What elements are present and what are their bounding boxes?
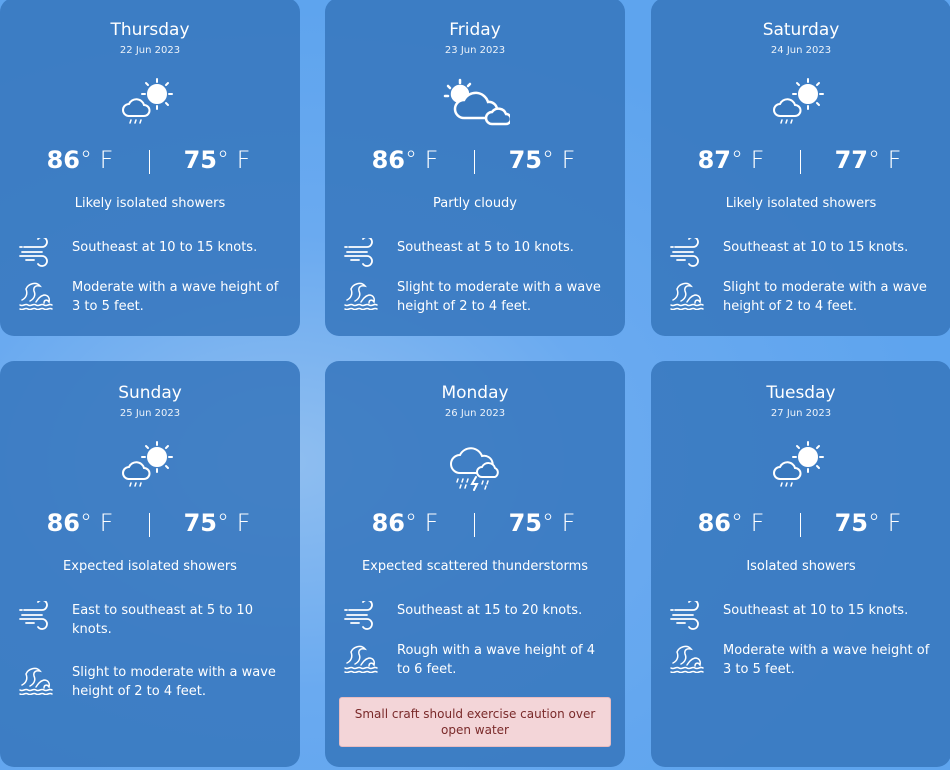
waves-text: Slight to moderate with a wave height of… xyxy=(397,280,601,314)
waves-text: Moderate with a wave height of 3 to 5 fe… xyxy=(72,280,279,314)
day-name: Friday xyxy=(449,20,501,40)
wind-text: Southeast at 10 to 15 knots. xyxy=(723,603,909,618)
waves-row: Moderate with a wave height of 3 to 5 fe… xyxy=(669,641,937,679)
forecast-card-thursday: Thursday 22 Jun 2023 86° F 75° F Likely … xyxy=(0,0,300,336)
wind-row: Southeast at 10 to 15 knots. xyxy=(669,238,937,270)
low-temp: 75° F xyxy=(508,146,576,174)
forecast-card-tuesday: Tuesday 27 Jun 2023 86° F 75° F Isolated… xyxy=(651,361,950,767)
wind-icon xyxy=(670,601,699,630)
forecast-card-saturday: Saturday 24 Jun 2023 87° F 77° F Likely … xyxy=(651,0,950,336)
forecast-card-monday: Monday 26 Jun 2023 86° F 75° F Expected … xyxy=(325,361,625,767)
wind-text: Southeast at 10 to 15 knots. xyxy=(723,240,909,255)
low-temp: 77° F xyxy=(834,146,902,174)
waves-icon xyxy=(670,645,704,673)
waves-text: Rough with a wave height of 4 to 6 feet. xyxy=(397,643,596,677)
high-temp: 87° F xyxy=(697,146,765,174)
conditions: Partly cloudy xyxy=(433,196,517,211)
day-name: Saturday xyxy=(762,20,840,40)
wind-text: Southeast at 10 to 15 knots. xyxy=(72,240,258,255)
high-temp: 86° F xyxy=(46,509,114,537)
date: 23 Jun 2023 xyxy=(444,45,506,56)
partly-cloudy-icon xyxy=(443,78,510,126)
waves-row: Moderate with a wave height of 3 to 5 fe… xyxy=(18,278,286,316)
waves-icon xyxy=(670,282,704,310)
high-temp: 86° F xyxy=(371,509,439,537)
date: 25 Jun 2023 xyxy=(119,408,181,419)
day-name: Tuesday xyxy=(766,383,836,403)
wind-row: East to southeast at 5 to 10 knots. xyxy=(18,601,286,639)
wind-icon xyxy=(344,601,373,630)
conditions: Likely isolated showers xyxy=(725,196,877,211)
temp-divider xyxy=(474,150,475,174)
sun-cloud-rain-icon xyxy=(773,78,824,124)
sun-cloud-rain-icon xyxy=(122,78,173,124)
low-temp: 75° F xyxy=(834,509,902,537)
forecast-card-friday: Friday 23 Jun 2023 86° F 75° F Partly cl… xyxy=(325,0,625,336)
temperatures: 86° F 75° F xyxy=(325,509,625,539)
date: 27 Jun 2023 xyxy=(770,408,832,419)
wind-icon xyxy=(670,238,699,267)
temp-divider xyxy=(149,150,150,174)
wind-row: Southeast at 5 to 10 knots. xyxy=(343,238,611,270)
wind-text: East to southeast at 5 to 10 knots. xyxy=(72,603,253,637)
wind-icon xyxy=(19,238,48,267)
high-temp: 86° F xyxy=(697,509,765,537)
temp-divider xyxy=(149,513,150,537)
forecast-card-sunday: Sunday 25 Jun 2023 86° F 75° F Expected … xyxy=(0,361,300,767)
temperatures: 86° F 75° F xyxy=(0,146,300,176)
conditions: Isolated showers xyxy=(746,559,856,574)
date: 26 Jun 2023 xyxy=(444,408,506,419)
conditions: Expected isolated showers xyxy=(63,559,237,574)
waves-icon xyxy=(19,667,53,695)
date: 22 Jun 2023 xyxy=(119,45,181,56)
low-temp: 75° F xyxy=(183,509,251,537)
date: 24 Jun 2023 xyxy=(770,45,832,56)
waves-row: Slight to moderate with a wave height of… xyxy=(669,278,937,316)
waves-icon xyxy=(19,282,53,310)
temp-divider xyxy=(800,513,801,537)
wind-text: Southeast at 5 to 10 knots. xyxy=(397,240,574,255)
waves-row: Slight to moderate with a wave height of… xyxy=(18,663,286,701)
day-name: Sunday xyxy=(118,383,182,403)
waves-row: Slight to moderate with a wave height of… xyxy=(343,278,611,316)
temp-divider xyxy=(800,150,801,174)
low-temp: 75° F xyxy=(183,146,251,174)
temperatures: 86° F 75° F xyxy=(0,509,300,539)
conditions: Likely isolated showers xyxy=(74,196,226,211)
wind-row: Southeast at 10 to 15 knots. xyxy=(18,238,286,270)
high-temp: 86° F xyxy=(371,146,439,174)
waves-row: Rough with a wave height of 4 to 6 feet. xyxy=(343,641,611,679)
high-temp: 86° F xyxy=(46,146,114,174)
waves-text: Slight to moderate with a wave height of… xyxy=(723,280,927,314)
waves-icon xyxy=(344,282,378,310)
sun-cloud-rain-icon xyxy=(122,441,173,487)
wind-row: Southeast at 15 to 20 knots. xyxy=(343,601,611,633)
waves-icon xyxy=(344,645,378,673)
low-temp: 75° F xyxy=(508,509,576,537)
small-craft-alert: Small craft should exercise caution over… xyxy=(339,697,611,747)
wind-text: Southeast at 15 to 20 knots. xyxy=(397,603,583,618)
thunderstorm-icon xyxy=(450,447,499,491)
wind-icon xyxy=(19,601,48,630)
waves-text: Slight to moderate with a wave height of… xyxy=(72,665,276,699)
wind-row: Southeast at 10 to 15 knots. xyxy=(669,601,937,633)
temp-divider xyxy=(474,513,475,537)
temperatures: 86° F 75° F xyxy=(651,509,950,539)
temperatures: 87° F 77° F xyxy=(651,146,950,176)
waves-text: Moderate with a wave height of 3 to 5 fe… xyxy=(723,643,930,677)
temperatures: 86° F 75° F xyxy=(325,146,625,176)
wind-icon xyxy=(344,238,373,267)
day-name: Thursday xyxy=(110,20,190,40)
conditions: Expected scattered thunderstorms xyxy=(361,559,589,574)
sun-cloud-rain-icon xyxy=(773,441,824,487)
day-name: Monday xyxy=(441,383,509,403)
